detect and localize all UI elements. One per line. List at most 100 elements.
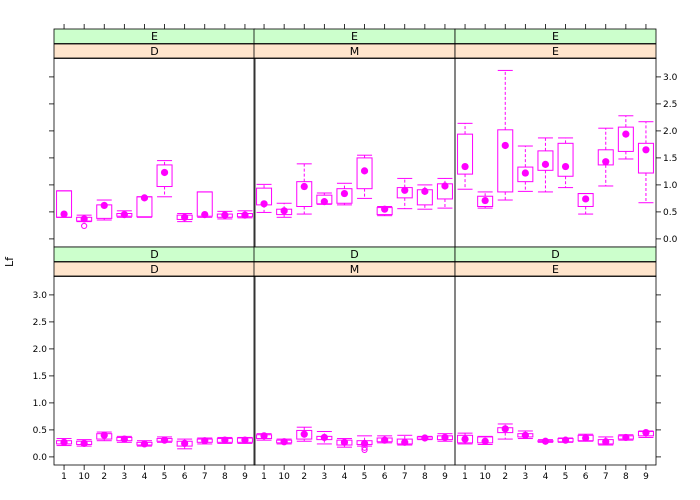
median-dot — [201, 437, 209, 445]
median-dot — [60, 210, 68, 218]
median-dot — [300, 430, 308, 438]
median-dot — [80, 215, 88, 223]
median-dot — [401, 438, 409, 446]
median-dot — [120, 211, 128, 219]
median-dot — [582, 434, 590, 442]
y-tick-label: 1.0 — [33, 399, 48, 409]
strip-top-label: D — [551, 248, 559, 261]
strip-top-3 — [454, 28, 657, 44]
median-dot — [201, 211, 209, 219]
panel-frame-4 — [53, 275, 256, 466]
median-dot — [642, 429, 650, 437]
median-dot — [441, 182, 449, 190]
x-tick-label: 5 — [563, 472, 569, 482]
strip-top-label: E — [552, 30, 559, 43]
strip-top-label: D — [150, 248, 158, 261]
median-dot — [280, 438, 288, 446]
median-dot — [160, 436, 169, 444]
median-dot — [340, 438, 349, 446]
x-tick-label: 1 — [462, 472, 468, 482]
x-tick-label: 8 — [222, 472, 228, 482]
median-dot — [140, 440, 149, 448]
strip-bottom-label: D — [150, 263, 158, 276]
strip-top-label: E — [351, 30, 358, 43]
median-dot — [642, 146, 650, 154]
x-tick-label: 7 — [202, 472, 208, 482]
median-dot — [481, 437, 489, 445]
box-iqr — [296, 181, 313, 208]
box-iqr — [296, 429, 313, 440]
y-tick-label: 2.5 — [663, 100, 677, 110]
box-iqr — [497, 129, 514, 193]
median-dot — [541, 160, 550, 168]
y-tick-label: 2.5 — [33, 318, 47, 328]
y-tick-label: 0.0 — [663, 235, 678, 245]
box-iqr — [557, 142, 574, 177]
median-dot — [561, 436, 570, 444]
x-tick-label: 6 — [382, 472, 388, 482]
median-dot — [421, 434, 429, 442]
median-dot — [381, 436, 389, 444]
box-iqr — [336, 188, 353, 204]
x-tick-label: 10 — [278, 472, 290, 482]
x-tick-label: 4 — [142, 472, 148, 482]
median-dot — [340, 189, 349, 198]
box-iqr — [156, 164, 173, 188]
median-dot — [221, 211, 229, 219]
strip-bottom-6 — [454, 261, 657, 277]
median-dot — [260, 432, 268, 440]
strip-top-label: E — [151, 30, 158, 43]
y-axis-label: Lf — [3, 256, 16, 267]
median-dot — [501, 141, 509, 150]
median-dot — [521, 169, 529, 177]
median-dot — [521, 431, 529, 439]
median-dot — [280, 207, 288, 215]
outlier-point — [361, 446, 368, 453]
x-tick-label: 5 — [362, 472, 368, 482]
y-tick-label: 3.0 — [663, 73, 678, 83]
median-dot — [320, 433, 328, 442]
x-tick-label: 1 — [261, 472, 267, 482]
x-tick-label: 6 — [583, 472, 589, 482]
median-dot — [622, 433, 630, 442]
strip-top-label: D — [350, 248, 358, 261]
median-dot — [582, 195, 590, 203]
x-tick-label: 8 — [422, 472, 428, 482]
median-dot — [260, 200, 268, 208]
median-dot — [241, 211, 249, 219]
median-dot — [541, 437, 550, 445]
median-dot — [100, 431, 108, 439]
outlier-point — [361, 444, 368, 451]
median-dot — [421, 187, 429, 195]
strip-bottom-label: E — [552, 263, 559, 276]
box-iqr — [537, 150, 554, 171]
strip-bottom-label: E — [552, 45, 559, 58]
x-tick-label: 4 — [342, 472, 348, 482]
median-dot — [80, 439, 88, 447]
median-dot — [441, 433, 449, 442]
y-tick-label: 1.0 — [663, 181, 678, 191]
median-dot — [602, 158, 610, 166]
x-tick-label: 2 — [101, 472, 107, 482]
median-dot — [100, 201, 108, 210]
box-iqr — [457, 133, 474, 175]
x-tick-label: 5 — [162, 472, 168, 482]
y-tick-label: 2.0 — [663, 127, 678, 137]
x-tick-label: 7 — [402, 472, 408, 482]
median-dot — [561, 162, 570, 171]
strip-top-6 — [454, 246, 657, 262]
y-tick-label: 3.0 — [33, 291, 48, 301]
x-tick-label: 1 — [61, 472, 67, 482]
median-dot — [501, 425, 509, 433]
median-dot — [241, 436, 249, 444]
x-tick-label: 9 — [643, 472, 649, 482]
box-iqr — [637, 142, 654, 174]
x-tick-label: 7 — [603, 472, 609, 482]
median-dot — [360, 167, 369, 175]
box-iqr — [517, 166, 534, 183]
median-dot — [60, 438, 68, 446]
strip-bottom-label: D — [150, 45, 158, 58]
x-tick-label: 10 — [479, 472, 491, 482]
x-tick-label: 3 — [121, 472, 127, 482]
